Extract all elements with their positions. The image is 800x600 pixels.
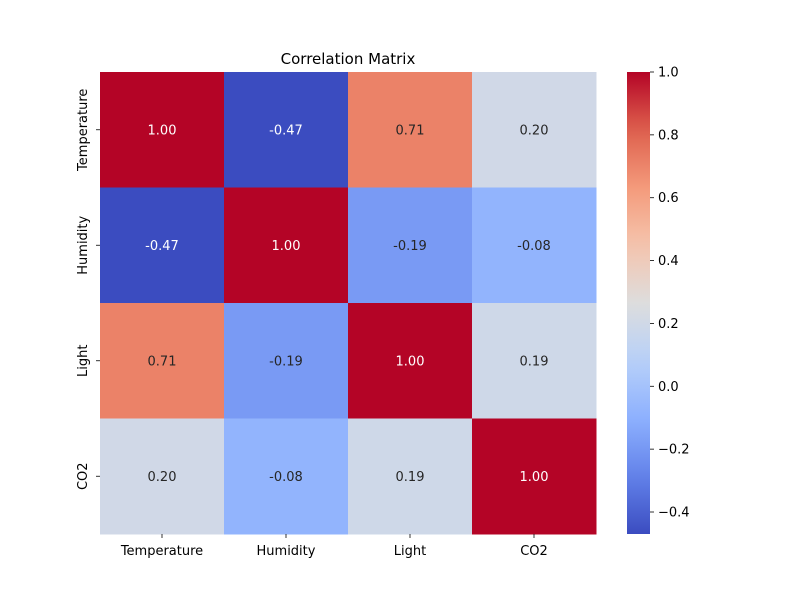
cell-value-label: -0.47 bbox=[145, 239, 179, 254]
x-tick-label: Light bbox=[394, 544, 426, 559]
colorbar-tick-label: 0.0 bbox=[658, 380, 679, 395]
cell-value-label: 0.71 bbox=[396, 123, 425, 138]
heatmap-cell bbox=[224, 72, 349, 188]
heatmap-cell bbox=[100, 72, 225, 188]
x-axis: Temperature Humidity Light CO2 bbox=[120, 534, 548, 559]
cell-value-label: 0.19 bbox=[520, 354, 549, 369]
heatmap-cell bbox=[472, 72, 597, 188]
heatmap-cell bbox=[472, 303, 597, 419]
cell-value-label: 0.71 bbox=[148, 354, 177, 369]
heatmap-cells bbox=[100, 72, 597, 535]
cell-value-label: 1.00 bbox=[272, 239, 301, 254]
heatmap-cell bbox=[100, 187, 225, 304]
heatmap-cell bbox=[348, 72, 473, 188]
x-tick-label: CO2 bbox=[520, 544, 548, 559]
x-tick-label: Humidity bbox=[257, 544, 316, 559]
colorbar: 1.0 0.8 0.6 0.4 0.2 0.0 −0.2 −0.4 bbox=[627, 66, 690, 534]
cell-value-label: -0.19 bbox=[393, 239, 427, 254]
cell-value-label: 1.00 bbox=[396, 354, 425, 369]
chart-title: Correlation Matrix bbox=[281, 50, 416, 68]
heatmap-cell bbox=[348, 418, 473, 535]
colorbar-tick-label: 1.0 bbox=[658, 66, 679, 81]
heatmap-cell bbox=[348, 187, 473, 304]
heatmap-cell bbox=[100, 303, 225, 419]
cell-value-label: 0.20 bbox=[148, 470, 177, 485]
cell-value-label: -0.08 bbox=[517, 239, 551, 254]
heatmap-cell bbox=[224, 418, 349, 535]
colorbar-tick-label: 0.6 bbox=[658, 191, 679, 206]
cell-value-label: -0.08 bbox=[269, 470, 303, 485]
cell-value-labels: 1.00 -0.47 0.71 0.20 -0.47 1.00 -0.19 -0.08 0.71… bbox=[145, 123, 551, 485]
heatmap-cell bbox=[472, 418, 597, 535]
y-tick-label: Humidity bbox=[76, 215, 91, 274]
y-tick-label: Light bbox=[76, 345, 91, 377]
cell-value-label: -0.19 bbox=[269, 354, 303, 369]
y-axis: Temperature Humidity Light CO2 bbox=[76, 89, 100, 490]
heatmap-cell bbox=[472, 187, 597, 304]
cell-value-label: 0.19 bbox=[396, 470, 425, 485]
cell-value-label: 1.00 bbox=[520, 470, 549, 485]
cell-value-label: 1.00 bbox=[148, 123, 177, 138]
x-tick-label: Temperature bbox=[120, 544, 203, 559]
heatmap-cell bbox=[224, 187, 349, 304]
cell-value-label: -0.47 bbox=[269, 123, 303, 138]
heatmap-cell bbox=[348, 303, 473, 419]
colorbar-tick-label: 0.4 bbox=[658, 254, 679, 269]
colorbar-tick-label: −0.2 bbox=[658, 443, 690, 458]
heatmap-cell bbox=[100, 418, 225, 535]
colorbar-gradient bbox=[627, 72, 650, 534]
colorbar-tick-label: 0.2 bbox=[658, 317, 679, 332]
cell-value-label: 0.20 bbox=[520, 123, 549, 138]
colorbar-tick-label: 0.8 bbox=[658, 128, 679, 143]
colorbar-tick-label: −0.4 bbox=[658, 506, 690, 521]
y-tick-label: Temperature bbox=[76, 89, 91, 172]
y-tick-label: CO2 bbox=[76, 462, 91, 490]
heatmap-cell bbox=[224, 303, 349, 419]
